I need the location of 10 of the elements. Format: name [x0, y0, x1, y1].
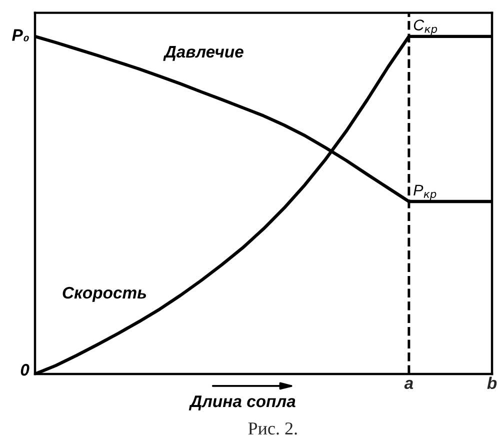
x-axis-title: Длина сопла — [188, 396, 296, 410]
series-label: Скорость — [62, 286, 146, 302]
text: P₀ — [12, 29, 29, 42]
text: Рис. 2. — [248, 422, 297, 435]
x-tick-label: a — [404, 380, 414, 390]
text: 0 — [20, 364, 30, 376]
x-tick-label: b — [487, 376, 497, 390]
annotation: P$_{кр}$ — [414, 184, 436, 200]
annotation: C$_{кр}$ — [414, 20, 438, 36]
series-label: Давлечие — [163, 46, 244, 61]
